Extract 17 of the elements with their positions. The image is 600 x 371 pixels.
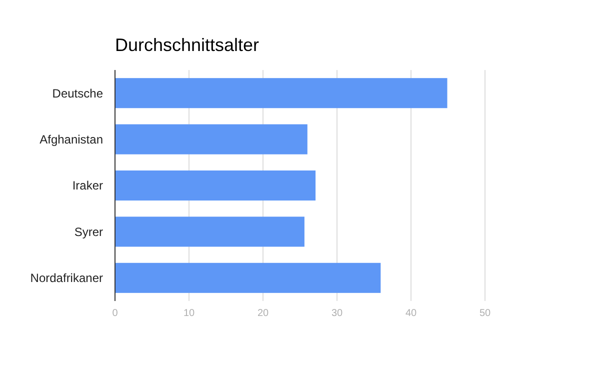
- x-tick-label: 20: [257, 308, 269, 319]
- x-tick-label: 50: [479, 308, 491, 319]
- y-tick-label: Syrer: [74, 224, 103, 239]
- x-tick-label: 10: [183, 308, 195, 319]
- x-tick-label: 30: [331, 308, 343, 319]
- y-tick-label: Afghanistan: [40, 132, 103, 146]
- bar: [115, 124, 308, 154]
- bar: [115, 78, 448, 108]
- y-tick-label: Deutsche: [52, 86, 104, 100]
- bar: [115, 216, 304, 247]
- x-tick-label: 0: [112, 308, 118, 319]
- y-tick-label: Nordafrikaner: [30, 271, 103, 286]
- y-tick-label: Iraker: [72, 178, 103, 193]
- chart-title: Durchschnittsalter: [115, 35, 260, 55]
- bar: [115, 170, 316, 201]
- x-tick-label: 40: [405, 308, 417, 319]
- bar: [115, 262, 381, 293]
